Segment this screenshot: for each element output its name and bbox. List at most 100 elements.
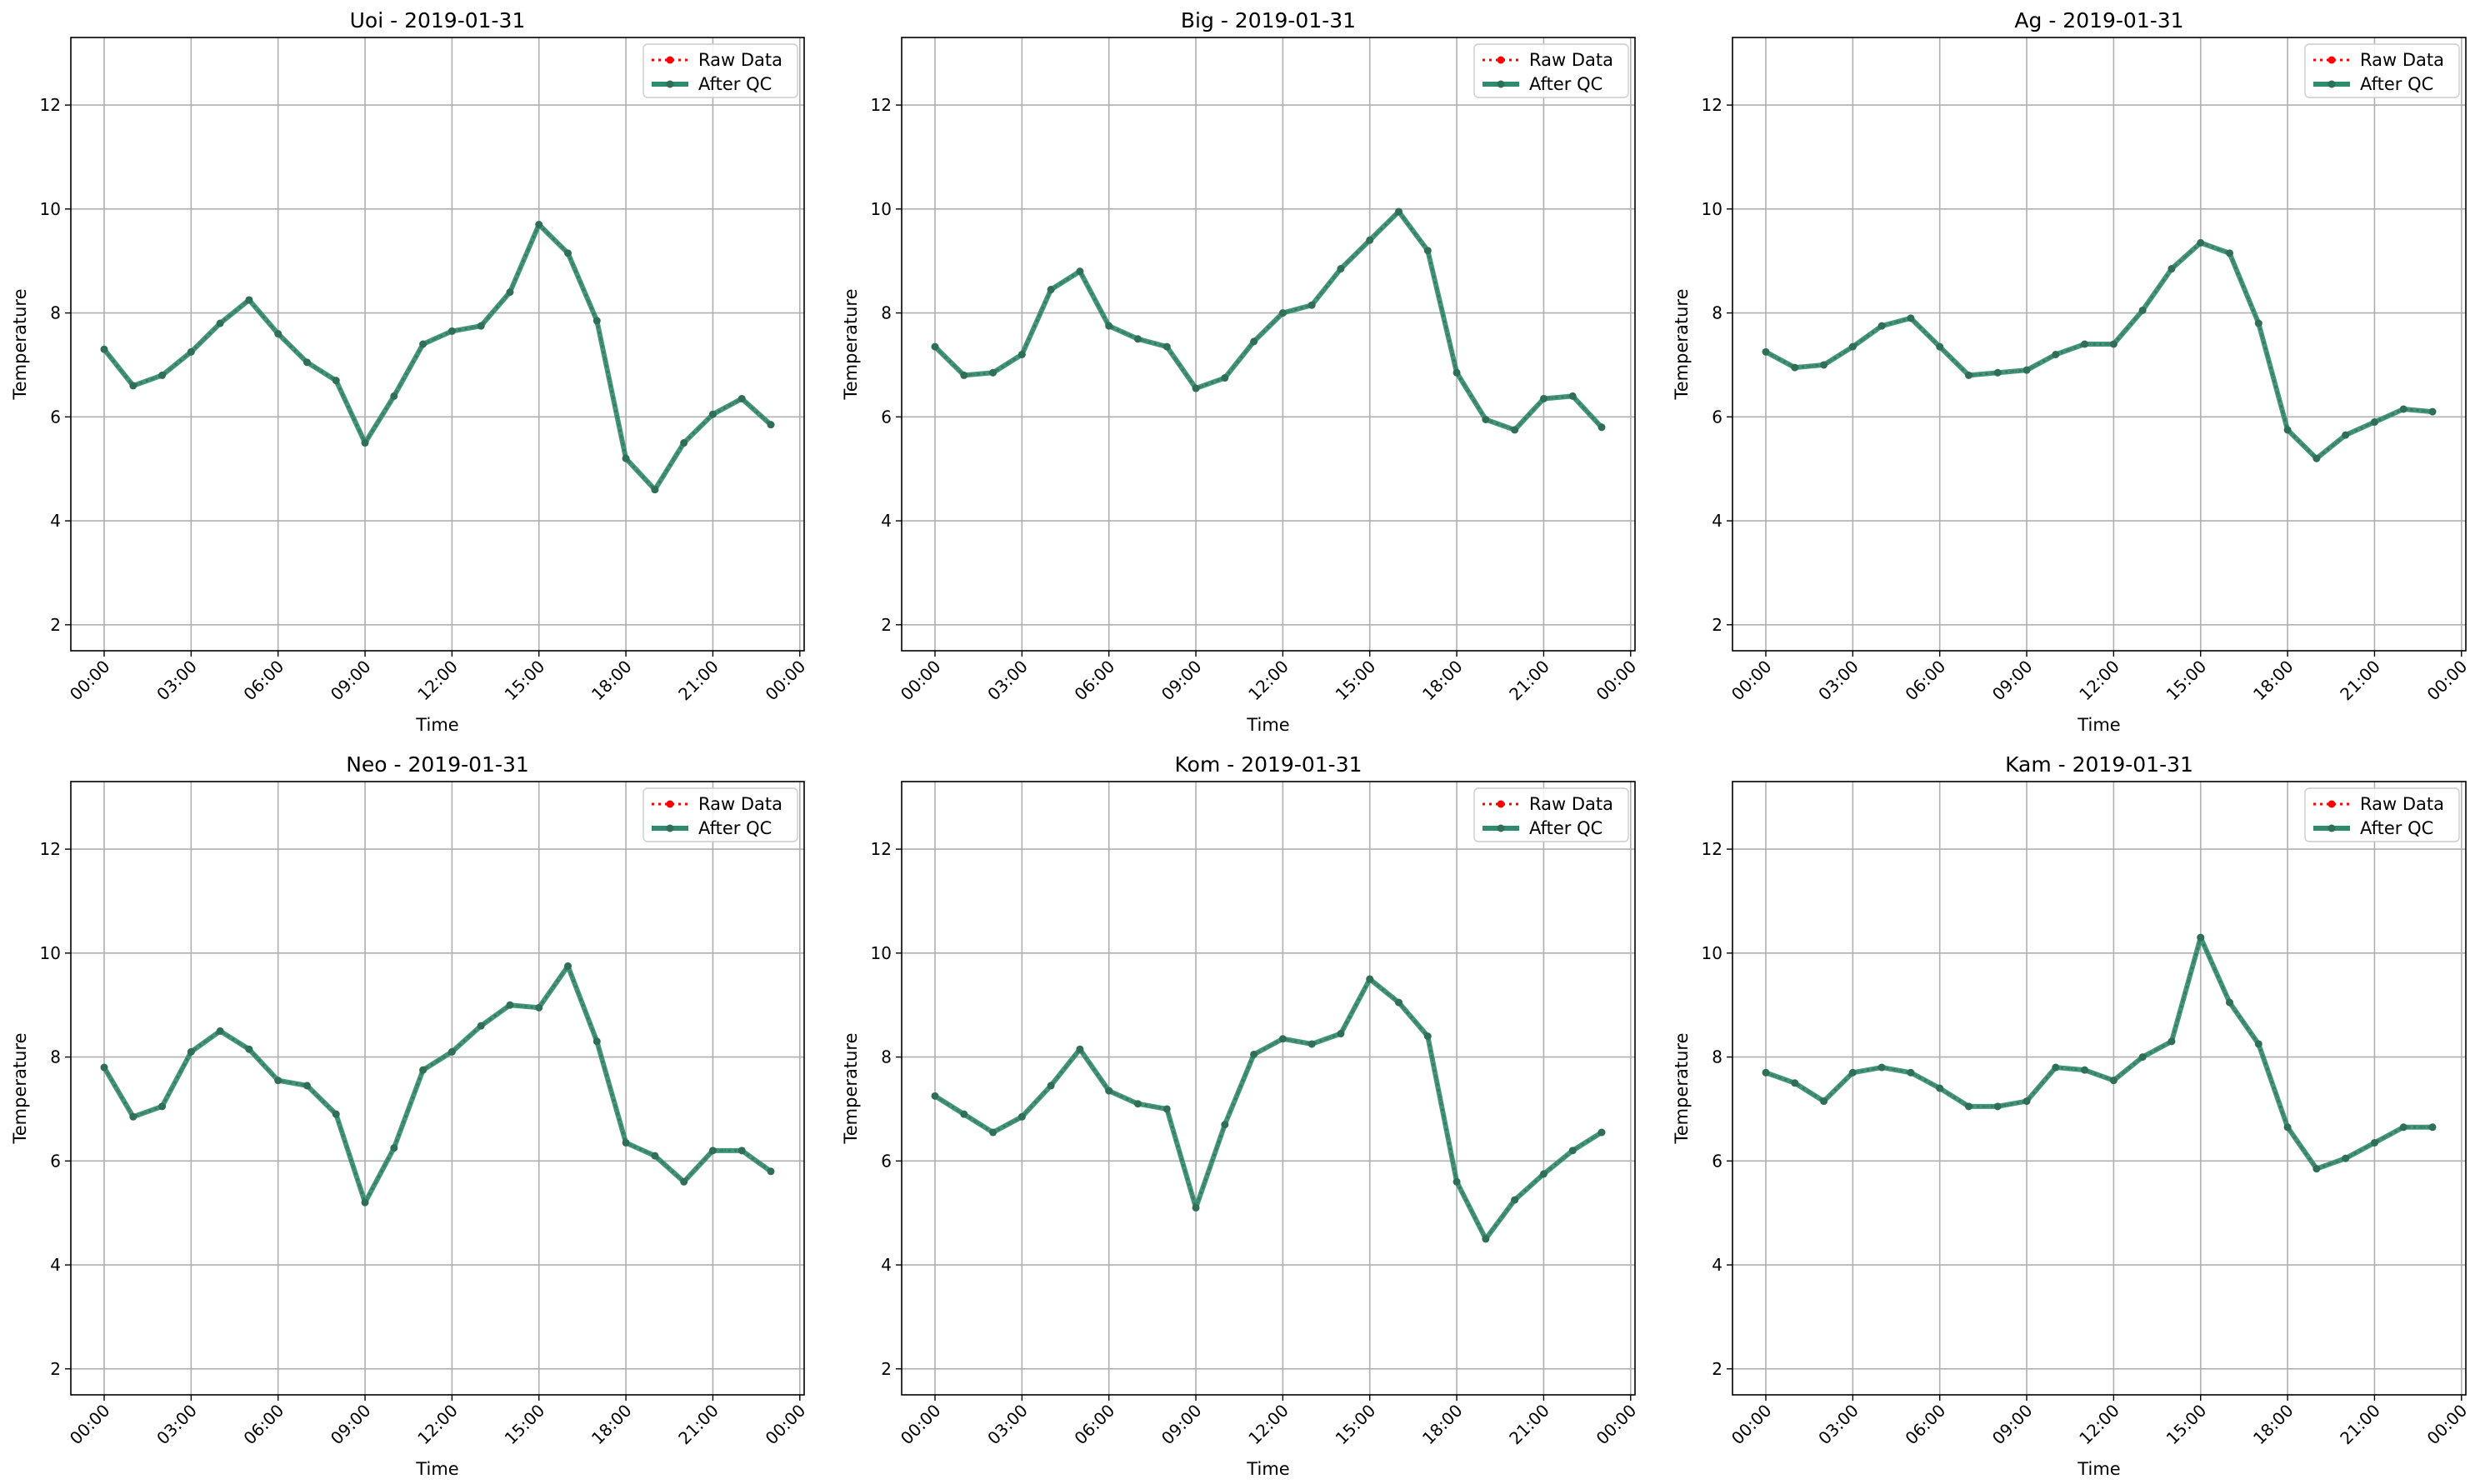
after-qc-line xyxy=(102,222,773,492)
y-tick-label: 10 xyxy=(1702,199,1722,219)
after-qc-point xyxy=(1936,1084,1944,1092)
after-qc-point xyxy=(302,1082,311,1090)
subplot-3: 2 4 6 8 10 12 00:00 03:00 06:00 09:00 12:00 15:00 18… xyxy=(1672,8,2471,735)
y-tick-label: 6 xyxy=(1712,407,1722,427)
after-qc-point xyxy=(245,1045,253,1053)
x-tick-label: 15:00 xyxy=(1332,657,1380,705)
x-tick-label: 21:00 xyxy=(2336,1401,2384,1449)
x-tick-label: 03:00 xyxy=(152,657,201,705)
legend-qc-marker xyxy=(1497,80,1505,88)
x-tick-label: 21:00 xyxy=(674,657,722,705)
after-qc-point xyxy=(2081,1066,2089,1074)
after-qc-point xyxy=(2052,350,2060,358)
x-tick-label: 18:00 xyxy=(588,657,636,705)
x-tick-label: 15:00 xyxy=(501,657,549,705)
after-qc-point xyxy=(2399,405,2408,413)
y-tick-label: 8 xyxy=(881,303,892,323)
legend-qc-label: After QC xyxy=(1529,74,1602,94)
after-qc-point xyxy=(960,1110,968,1118)
x-tick-label: 06:00 xyxy=(240,1401,288,1449)
after-qc-point xyxy=(1964,1102,1972,1111)
chart-title: Big - 2019-01-31 xyxy=(1181,8,1356,32)
after-qc-point xyxy=(302,358,311,367)
after-qc-point xyxy=(1278,309,1287,317)
raw-data-overlay xyxy=(1765,935,2432,1170)
y-tick-label: 10 xyxy=(40,943,61,963)
grid xyxy=(902,37,1635,651)
axes-frame xyxy=(70,37,805,652)
subplot-5: 2 4 6 8 10 12 00:00 03:00 06:00 09:00 12:00 15:00 18… xyxy=(841,752,1640,1479)
x-tick-label: 03:00 xyxy=(1814,1401,1862,1449)
y-axis-label: Temperature xyxy=(841,288,861,400)
series-after-qc xyxy=(100,221,775,494)
after-qc-point xyxy=(274,330,282,338)
after-qc-point xyxy=(2342,431,2350,439)
legend: Raw Data After QC xyxy=(1473,43,1629,98)
y-tick-label: 4 xyxy=(1712,1255,1722,1275)
after-qc-point xyxy=(1568,1147,1577,1155)
x-tick-label: 00:00 xyxy=(66,1401,114,1449)
after-qc-point xyxy=(1511,1196,1519,1204)
after-qc-point xyxy=(1907,314,1915,322)
legend-qc-marker xyxy=(2328,80,2336,88)
y-tick-label: 10 xyxy=(871,199,892,219)
legend-qc-label: After QC xyxy=(698,818,772,838)
x-tick-label: 06:00 xyxy=(1071,657,1119,705)
x-tick-label: 06:00 xyxy=(1902,657,1950,705)
after-qc-point xyxy=(767,1167,775,1176)
x-tick-label: 15:00 xyxy=(501,1401,549,1449)
after-qc-point xyxy=(592,1037,601,1046)
x-tick-label: 00:00 xyxy=(1592,1401,1641,1449)
x-tick-label: 21:00 xyxy=(1505,657,1553,705)
subplot-4: 2 4 6 8 10 12 00:00 03:00 06:00 09:00 12:00 15:00 18… xyxy=(10,752,809,1479)
legend-qc-label: After QC xyxy=(2360,818,2433,838)
series-after-qc xyxy=(931,207,1606,434)
after-qc-point xyxy=(1820,361,1828,369)
after-qc-line xyxy=(1764,240,2433,462)
after-qc-point xyxy=(2138,1053,2147,1062)
x-tick-label: 12:00 xyxy=(1244,1401,1292,1449)
x-tick-label: 03:00 xyxy=(152,1401,201,1449)
legend-qc-marker xyxy=(1497,824,1505,832)
raw-data-overlay xyxy=(1765,242,2433,460)
x-tick-label: 12:00 xyxy=(2075,1401,2123,1449)
raw-data-overlay xyxy=(934,210,1602,431)
legend-raw-marker xyxy=(1497,56,1505,64)
y-tick-label: 10 xyxy=(871,943,892,963)
y-tick-label: 2 xyxy=(1712,615,1722,635)
grid xyxy=(1732,782,2466,1395)
y-tick-label: 12 xyxy=(40,95,61,115)
y-tick-label: 4 xyxy=(881,1255,892,1275)
legend-raw-marker xyxy=(666,56,674,64)
chart-title: Kom - 2019-01-31 xyxy=(1175,752,1362,777)
series-raw-data xyxy=(1762,239,2436,462)
y-axis-label: Temperature xyxy=(10,288,30,400)
x-tick-label: 00:00 xyxy=(66,657,114,705)
after-qc-point xyxy=(989,1128,998,1137)
raw-data-line xyxy=(102,222,772,492)
after-qc-point xyxy=(1278,1035,1287,1043)
y-tick-label: 6 xyxy=(881,407,892,427)
after-qc-point xyxy=(1791,363,1799,372)
after-qc-point xyxy=(2109,340,2118,348)
after-qc-point xyxy=(332,1110,340,1118)
after-qc-point xyxy=(1511,426,1519,434)
y-tick-label: 4 xyxy=(881,511,892,531)
legend: Raw Data After QC xyxy=(1473,787,1629,842)
y-tick-label: 12 xyxy=(1702,95,1722,115)
x-tick-label: 15:00 xyxy=(2162,657,2211,705)
x-tick-label: 09:00 xyxy=(327,1401,375,1449)
series-after-qc xyxy=(100,962,775,1207)
raw-data-line xyxy=(1765,933,2432,1171)
after-qc-point xyxy=(680,439,688,447)
after-qc-point xyxy=(187,347,195,356)
after-qc-point xyxy=(1482,1235,1490,1243)
after-qc-point xyxy=(1250,1050,1258,1058)
legend-raw-marker xyxy=(2328,56,2336,64)
y-tick-label: 10 xyxy=(1702,943,1722,963)
y-tick-label: 8 xyxy=(50,1047,61,1067)
x-tick-label: 15:00 xyxy=(1332,1401,1380,1449)
x-axis-label: Time xyxy=(2077,1459,2120,1479)
x-axis-label: Time xyxy=(415,715,458,735)
